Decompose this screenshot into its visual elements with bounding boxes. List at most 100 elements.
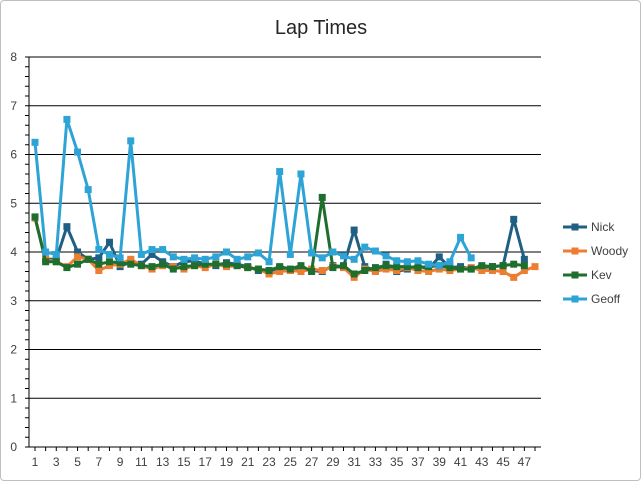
- legend-item: Nick: [563, 220, 615, 234]
- data-point: [148, 246, 156, 254]
- data-point: [340, 252, 348, 260]
- data-point: [74, 148, 82, 156]
- data-point: [42, 248, 50, 256]
- data-point: [148, 263, 156, 271]
- x-tick-label: 31: [347, 455, 361, 469]
- data-point: [467, 254, 475, 262]
- data-point: [31, 213, 39, 221]
- data-point: [127, 260, 135, 268]
- legend-label: Nick: [591, 220, 615, 234]
- data-point: [180, 263, 188, 271]
- series-kev: [31, 193, 528, 278]
- x-tick-label: 13: [156, 455, 170, 469]
- y-tick-label: 7: [10, 99, 17, 113]
- data-point: [488, 263, 496, 271]
- data-point: [63, 264, 71, 272]
- data-point: [393, 267, 401, 275]
- data-point: [318, 267, 326, 275]
- data-point: [95, 260, 103, 268]
- data-point: [457, 265, 465, 273]
- data-point: [488, 267, 496, 275]
- legend-label: Kev: [591, 268, 612, 282]
- x-tick-label: 15: [177, 455, 191, 469]
- data-point: [414, 264, 422, 272]
- data-point: [137, 262, 145, 270]
- data-point: [520, 255, 528, 263]
- data-point: [371, 264, 379, 272]
- data-point: [169, 253, 177, 261]
- legend-label: Woody: [591, 244, 628, 258]
- data-point: [403, 263, 411, 271]
- y-tick-label: 0: [10, 440, 17, 454]
- data-point: [361, 243, 369, 251]
- data-point: [74, 253, 82, 261]
- data-point: [276, 263, 284, 271]
- data-point: [318, 193, 326, 201]
- y-tick-label: 6: [10, 148, 17, 162]
- data-point: [329, 264, 337, 272]
- data-point: [201, 255, 209, 263]
- data-point: [233, 255, 241, 263]
- legend-marker: [571, 295, 579, 303]
- data-point: [393, 263, 401, 271]
- data-point: [127, 137, 135, 145]
- y-tick-label: 1: [10, 391, 17, 405]
- legend-item: Geoff: [563, 292, 621, 306]
- data-point: [74, 260, 82, 268]
- legend: Nick Woody Kev Geoff: [563, 220, 628, 306]
- data-point: [382, 262, 390, 270]
- data-point: [148, 250, 156, 258]
- x-tick-label: 43: [475, 455, 489, 469]
- legend-label: Geoff: [591, 292, 621, 306]
- x-tick-label: 47: [518, 455, 532, 469]
- legend-marker: [571, 247, 579, 255]
- data-point: [52, 250, 60, 258]
- data-point: [350, 270, 358, 278]
- x-tick-label: 39: [433, 455, 447, 469]
- data-point: [276, 268, 284, 275]
- data-point: [286, 250, 294, 258]
- data-point: [308, 249, 316, 257]
- data-point: [180, 255, 188, 263]
- x-tick-label: 7: [95, 455, 102, 469]
- x-tick-label: 1: [32, 455, 39, 469]
- data-point: [95, 246, 103, 254]
- x-tick-label: 29: [326, 455, 340, 469]
- data-point: [105, 250, 113, 258]
- data-point: [318, 254, 326, 262]
- data-point: [222, 248, 230, 256]
- x-tick-label: 11: [135, 455, 148, 469]
- data-point: [329, 248, 337, 256]
- data-point: [159, 246, 167, 254]
- data-point: [435, 262, 443, 270]
- data-point: [127, 255, 135, 263]
- data-point: [371, 247, 379, 255]
- data-point: [467, 265, 475, 273]
- data-point: [435, 253, 443, 261]
- data-point: [84, 255, 92, 263]
- x-tick-label: 3: [53, 455, 60, 469]
- y-tick-label: 2: [10, 343, 17, 357]
- data-point: [265, 267, 273, 275]
- data-point: [63, 115, 71, 123]
- data-point: [254, 265, 262, 273]
- data-point: [169, 265, 177, 273]
- data-point: [74, 248, 82, 256]
- data-point: [95, 254, 103, 262]
- legend-item: Woody: [563, 244, 628, 258]
- data-point: [52, 258, 60, 266]
- data-point: [222, 260, 230, 268]
- data-point: [95, 267, 103, 275]
- data-point: [499, 262, 507, 270]
- y-tick-label: 8: [10, 50, 17, 64]
- data-point: [382, 252, 390, 260]
- data-point: [478, 262, 486, 270]
- data-point: [403, 258, 411, 266]
- data-point: [520, 262, 528, 270]
- data-point: [201, 260, 209, 268]
- data-point: [520, 267, 528, 275]
- series-line: [33, 117, 473, 268]
- data-point: [276, 168, 284, 176]
